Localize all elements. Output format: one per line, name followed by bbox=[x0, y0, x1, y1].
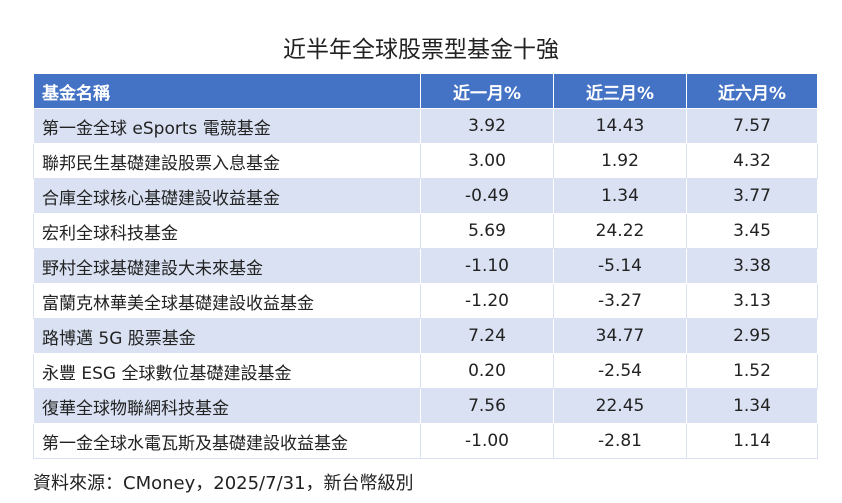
header-cell: 近六月% bbox=[686, 73, 818, 109]
table-row: 合庫全球核心基礎建設收益基金 -0.49 1.34 3.77 bbox=[33, 178, 818, 214]
return-cell: -3.27 bbox=[553, 283, 687, 319]
source-note: 資料來源：CMoney，2025/7/31，新台幣級別 bbox=[33, 473, 414, 494]
return-cell: 3.92 bbox=[420, 108, 554, 144]
return-cell: -2.54 bbox=[553, 353, 687, 389]
return-cell: -1.00 bbox=[420, 423, 554, 459]
return-cell: 3.38 bbox=[686, 248, 818, 284]
table-row: 宏利全球科技基金 5.69 24.22 3.45 bbox=[33, 213, 818, 249]
fund-name-cell: 富蘭克林華美全球基礎建設收益基金 bbox=[33, 283, 421, 319]
return-cell: 0.20 bbox=[420, 353, 554, 389]
return-cell: 34.77 bbox=[553, 318, 687, 354]
return-cell: 5.69 bbox=[420, 213, 554, 249]
fund-name-cell: 路博邁 5G 股票基金 bbox=[33, 318, 421, 354]
header-cell: 近三月% bbox=[553, 73, 687, 109]
return-cell: 1.34 bbox=[686, 388, 818, 424]
return-cell: 3.00 bbox=[420, 143, 554, 179]
header-cell: 基金名稱 bbox=[33, 73, 421, 109]
return-cell: 24.22 bbox=[553, 213, 687, 249]
table-row: 第一金全球 eSports 電競基金 3.92 14.43 7.57 bbox=[33, 108, 818, 144]
fund-name-cell: 復華全球物聯網科技基金 bbox=[33, 388, 421, 424]
fund-name-cell: 野村全球基礎建設大未來基金 bbox=[33, 248, 421, 284]
fund-name-cell: 第一金全球水電瓦斯及基礎建設收益基金 bbox=[33, 423, 421, 459]
return-cell: -1.10 bbox=[420, 248, 554, 284]
return-cell: 2.95 bbox=[686, 318, 818, 354]
table-row: 永豐 ESG 全球數位基礎建設基金 0.20 -2.54 1.52 bbox=[33, 353, 818, 389]
return-cell: -1.20 bbox=[420, 283, 554, 319]
return-cell: -0.49 bbox=[420, 178, 554, 214]
return-cell: -5.14 bbox=[553, 248, 687, 284]
return-cell: 1.34 bbox=[553, 178, 687, 214]
table-body: 第一金全球 eSports 電競基金 3.92 14.43 7.57 聯邦民生基礎建設股… bbox=[33, 108, 818, 459]
return-cell: 22.45 bbox=[553, 388, 687, 424]
return-cell: 3.45 bbox=[686, 213, 818, 249]
return-cell: 7.56 bbox=[420, 388, 554, 424]
header-row: 基金名稱 近一月% 近三月% 近六月% bbox=[33, 73, 818, 109]
table-header: 基金名稱 近一月% 近三月% 近六月% bbox=[33, 73, 818, 109]
table-row: 富蘭克林華美全球基礎建設收益基金 -1.20 -3.27 3.13 bbox=[33, 283, 818, 319]
table-row: 復華全球物聯網科技基金 7.56 22.45 1.34 bbox=[33, 388, 818, 424]
return-cell: 1.14 bbox=[686, 423, 818, 459]
table-row: 路博邁 5G 股票基金 7.24 34.77 2.95 bbox=[33, 318, 818, 354]
return-cell: 7.24 bbox=[420, 318, 554, 354]
return-cell: 3.77 bbox=[686, 178, 818, 214]
return-cell: 1.52 bbox=[686, 353, 818, 389]
header-cell: 近一月% bbox=[420, 73, 554, 109]
return-cell: -2.81 bbox=[553, 423, 687, 459]
fund-name-cell: 合庫全球核心基礎建設收益基金 bbox=[33, 178, 421, 214]
return-cell: 3.13 bbox=[686, 283, 818, 319]
table-row: 聯邦民生基礎建設股票入息基金 3.00 1.92 4.32 bbox=[33, 143, 818, 179]
fund-name-cell: 永豐 ESG 全球數位基礎建設基金 bbox=[33, 353, 421, 389]
return-cell: 4.32 bbox=[686, 143, 818, 179]
fund-name-cell: 第一金全球 eSports 電競基金 bbox=[33, 108, 421, 144]
return-cell: 7.57 bbox=[686, 108, 818, 144]
table-row: 野村全球基礎建設大未來基金 -1.10 -5.14 3.38 bbox=[33, 248, 818, 284]
return-cell: 14.43 bbox=[553, 108, 687, 144]
return-cell: 1.92 bbox=[553, 143, 687, 179]
fund-table: 基金名稱 近一月% 近三月% 近六月% 第一金全球 eSports 電競基金 3.92 1… bbox=[33, 73, 818, 459]
table-row: 第一金全球水電瓦斯及基礎建設收益基金 -1.00 -2.81 1.14 bbox=[33, 423, 818, 459]
fund-name-cell: 宏利全球科技基金 bbox=[33, 213, 421, 249]
fund-name-cell: 聯邦民生基礎建設股票入息基金 bbox=[33, 143, 421, 179]
title: 近半年全球股票型基金十強 bbox=[283, 37, 559, 63]
